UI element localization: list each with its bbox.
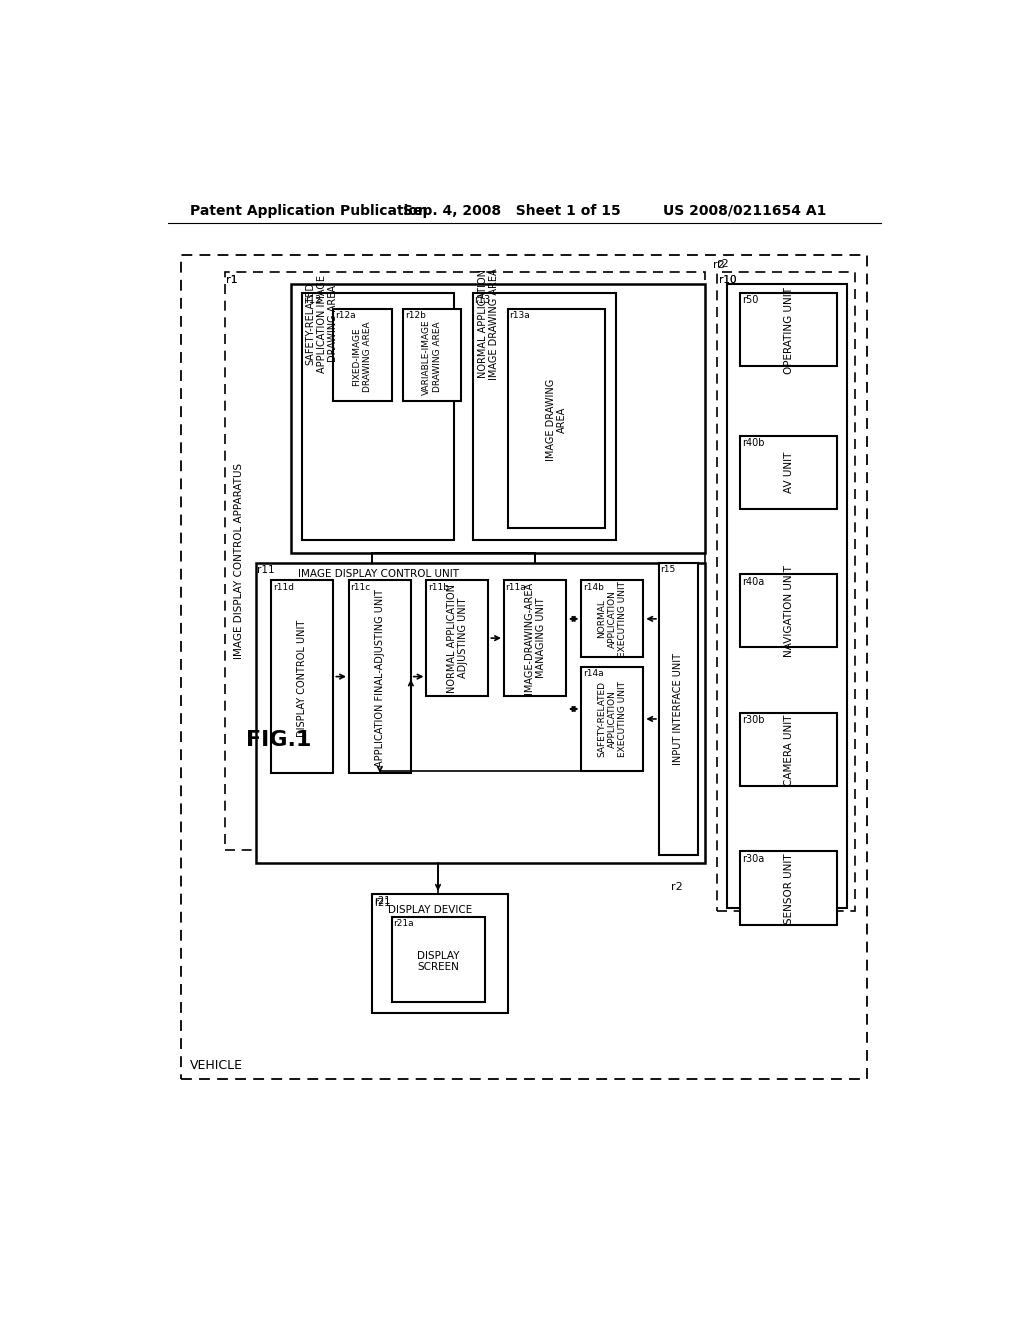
Text: IMAGE DISPLAY CONTROL APPARATUS: IMAGE DISPLAY CONTROL APPARATUS xyxy=(233,463,244,659)
Text: AV UNIT: AV UNIT xyxy=(784,451,794,494)
Text: r14a: r14a xyxy=(583,669,603,678)
Text: r21: r21 xyxy=(374,896,390,906)
Text: r2: r2 xyxy=(717,259,729,268)
Bar xyxy=(658,562,697,855)
Text: INPUT INTERFACE UNIT: INPUT INTERFACE UNIT xyxy=(673,653,683,766)
Bar xyxy=(225,272,706,850)
Text: r12b: r12b xyxy=(404,312,426,319)
Text: FIXED-IMAGE
DRAWING AREA: FIXED-IMAGE DRAWING AREA xyxy=(352,322,372,392)
Bar xyxy=(291,284,706,553)
Bar xyxy=(271,581,334,774)
Bar xyxy=(727,284,847,908)
Bar xyxy=(180,255,866,1078)
Bar xyxy=(717,272,855,911)
Text: Sep. 4, 2008   Sheet 1 of 15: Sep. 4, 2008 Sheet 1 of 15 xyxy=(403,203,621,218)
Bar xyxy=(582,667,643,771)
Text: r40b: r40b xyxy=(741,438,764,447)
Text: r30a: r30a xyxy=(741,854,764,863)
Text: r21a: r21a xyxy=(393,919,414,928)
Text: r11d: r11d xyxy=(273,582,294,591)
Text: OPERATING UNIT: OPERATING UNIT xyxy=(784,286,794,374)
Bar xyxy=(740,293,838,367)
Text: APPLICATION FINAL-ADJUSTING UNIT: APPLICATION FINAL-ADJUSTING UNIT xyxy=(375,589,385,767)
Text: DISPLAY CONTROL UNIT: DISPLAY CONTROL UNIT xyxy=(297,619,307,737)
Bar xyxy=(256,562,706,863)
Text: NORMAL
APPLICATION
EXECUTING UNIT: NORMAL APPLICATION EXECUTING UNIT xyxy=(597,581,628,657)
Text: Patent Application Publication: Patent Application Publication xyxy=(190,203,428,218)
Text: r1: r1 xyxy=(226,276,238,285)
Text: DISPLAY DEVICE: DISPLAY DEVICE xyxy=(388,906,472,915)
Text: r11a: r11a xyxy=(506,582,526,591)
Text: NORMAL APPLICATION
IMAGE DRAWING AREA: NORMAL APPLICATION IMAGE DRAWING AREA xyxy=(477,268,499,380)
Bar xyxy=(504,581,566,696)
Text: SENSOR UNIT: SENSOR UNIT xyxy=(784,853,794,924)
Text: r13: r13 xyxy=(474,296,490,305)
Text: r15: r15 xyxy=(660,565,676,574)
Text: r11: r11 xyxy=(257,565,275,576)
Text: DISPLAY
SCREEN: DISPLAY SCREEN xyxy=(417,950,459,973)
Text: SAFETY-RELATED
APPLICATION IMAGE
DRAWING AREA: SAFETY-RELATED APPLICATION IMAGE DRAWING… xyxy=(305,275,338,374)
Text: CAMERA UNIT: CAMERA UNIT xyxy=(784,714,794,785)
Bar xyxy=(391,917,484,1002)
Text: VEHICLE: VEHICLE xyxy=(190,1059,243,1072)
Bar xyxy=(740,436,838,508)
Text: IMAGE DISPLAY CONTROL UNIT: IMAGE DISPLAY CONTROL UNIT xyxy=(299,569,460,578)
Text: r10: r10 xyxy=(719,276,736,285)
Text: r2: r2 xyxy=(713,260,725,271)
Bar xyxy=(403,309,461,401)
Text: r11b: r11b xyxy=(428,582,449,591)
Text: r30b: r30b xyxy=(741,715,764,725)
Text: r50: r50 xyxy=(741,296,758,305)
Text: NORMAL APPLICATION
ADJUSTING UNIT: NORMAL APPLICATION ADJUSTING UNIT xyxy=(446,583,468,693)
Bar xyxy=(349,581,411,774)
Text: IMAGE-DRAWING-AREA
MANAGING UNIT: IMAGE-DRAWING-AREA MANAGING UNIT xyxy=(524,582,546,694)
Text: IMAGE DRAWING
AREA: IMAGE DRAWING AREA xyxy=(546,379,567,461)
Bar xyxy=(582,581,643,657)
Text: r21: r21 xyxy=(374,898,390,908)
Text: VARIABLE-IMAGE
DRAWING AREA: VARIABLE-IMAGE DRAWING AREA xyxy=(422,319,441,395)
Text: r14b: r14b xyxy=(583,582,604,591)
Text: NAVIGATION UNIT: NAVIGATION UNIT xyxy=(784,565,794,657)
Text: r12: r12 xyxy=(305,296,322,305)
Bar xyxy=(740,574,838,647)
Bar xyxy=(334,309,391,401)
Text: r13a: r13a xyxy=(509,312,530,319)
Bar xyxy=(426,581,488,696)
Text: SAFETY-RELATED
APPLICATION
EXECUTING UNIT: SAFETY-RELATED APPLICATION EXECUTING UNI… xyxy=(597,681,628,756)
Text: r10: r10 xyxy=(719,276,736,285)
Text: US 2008/0211654 A1: US 2008/0211654 A1 xyxy=(663,203,826,218)
Bar xyxy=(740,851,838,924)
Bar xyxy=(473,293,616,540)
Text: r1: r1 xyxy=(226,276,238,285)
Text: r40a: r40a xyxy=(741,577,764,586)
Bar xyxy=(302,293,454,540)
Text: r11c: r11c xyxy=(350,582,371,591)
Bar xyxy=(508,309,604,528)
Text: r12a: r12a xyxy=(335,312,355,319)
Bar xyxy=(740,713,838,785)
Text: r2: r2 xyxy=(671,882,682,892)
Bar xyxy=(372,894,508,1014)
Text: FIG.1: FIG.1 xyxy=(246,730,311,750)
